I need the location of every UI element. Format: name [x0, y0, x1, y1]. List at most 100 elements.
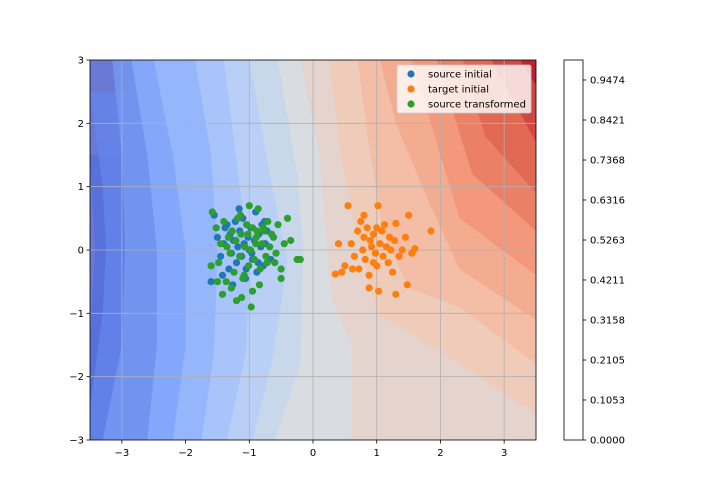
scatter-point — [228, 227, 236, 235]
scatter-point — [224, 233, 232, 241]
legend-label: source initial — [428, 70, 492, 81]
scatter-point — [369, 230, 378, 238]
scatter-point — [296, 255, 304, 264]
x-tick-label: 1 — [374, 448, 380, 459]
scatter-point — [213, 233, 221, 241]
scatter-point — [243, 221, 251, 229]
scatter-point — [361, 255, 369, 264]
scatter-point — [359, 246, 367, 254]
scatter-point — [230, 268, 238, 276]
scatter-point — [254, 205, 262, 213]
series-target-initial — [331, 202, 435, 298]
colorbar-tick-label: 0.4211 — [590, 275, 625, 286]
legend-label: target initial — [428, 85, 489, 96]
scatter-point — [365, 271, 373, 279]
scatter-point — [283, 214, 292, 222]
scatter-point — [287, 236, 295, 245]
scatter-point — [379, 252, 387, 260]
series-source-transformed — [207, 202, 304, 311]
legend-label: source transformed — [428, 100, 526, 111]
scatter-point — [241, 243, 249, 251]
scatter-point — [277, 274, 285, 283]
y-tick-label: 2 — [78, 119, 84, 130]
colorbar-tick-label: 0.5263 — [590, 236, 625, 247]
scatter-point — [256, 265, 264, 273]
scatter-point — [348, 265, 357, 273]
scatter-point — [208, 208, 216, 216]
scatter-point — [215, 259, 223, 267]
colorbar-tick-label: 0.3158 — [590, 315, 625, 326]
x-axis: −3 −2 −1 0 1 2 3 — [114, 440, 507, 459]
scatter-point — [411, 245, 419, 253]
scatter-point — [253, 227, 261, 235]
x-tick-label: −2 — [178, 448, 193, 459]
scatter-point — [235, 205, 243, 213]
scatter-point — [376, 240, 384, 248]
scatter-point — [363, 224, 371, 232]
scatter-point — [350, 252, 358, 260]
scatter-point — [222, 278, 230, 286]
x-tick-label: 2 — [437, 448, 443, 459]
grid-lines — [90, 60, 536, 440]
y-tick-label: −3 — [69, 436, 84, 447]
scatter-point — [387, 246, 395, 254]
legend-box — [396, 64, 532, 114]
scatter-point — [240, 271, 248, 279]
scatter-point — [369, 259, 378, 267]
y-tick-label: −2 — [69, 372, 84, 383]
scatter-point — [338, 268, 346, 276]
scatter-point — [277, 265, 285, 273]
scatter-point — [232, 236, 240, 245]
scatter-point — [220, 217, 228, 226]
scatter-point — [391, 236, 399, 245]
scatter-point — [405, 211, 413, 219]
scatter-point — [366, 236, 374, 245]
scatter-point — [355, 265, 363, 273]
colorbar-tick-label: 0.2105 — [590, 356, 625, 367]
scatter-point — [380, 221, 388, 229]
colorbar-tick-label: 0.7368 — [590, 156, 625, 167]
scatter-point — [248, 287, 257, 295]
scatter-point — [217, 252, 225, 260]
scatter-point — [252, 233, 260, 241]
scatter-point — [403, 281, 411, 289]
legend-marker — [407, 85, 415, 93]
scatter-point — [245, 262, 253, 270]
scatter-point — [255, 281, 264, 289]
scatter-point — [375, 287, 383, 295]
scatter-point — [259, 224, 267, 232]
colorbar: 0.0000 0.1053 0.2105 0.3158 0.4211 0.5263 0.63… — [563, 59, 625, 447]
colorbar-tick-label: 0.0000 — [590, 436, 625, 447]
scatter-point — [341, 262, 349, 270]
scatter-point — [237, 230, 245, 238]
x-tick-label: −3 — [114, 448, 129, 459]
scatter-point — [401, 233, 409, 241]
legend: source initial target initial source trans… — [396, 64, 532, 114]
y-tick-label: 0 — [78, 246, 84, 257]
scatter-point — [221, 224, 229, 232]
scatter-point — [247, 303, 255, 311]
scatter-point — [212, 224, 220, 232]
scatter-point — [264, 217, 272, 226]
scatter-point — [395, 252, 403, 260]
scatter-point — [280, 240, 288, 248]
colorbar-tick-label: 0.1053 — [590, 395, 625, 406]
scatter-point — [334, 240, 343, 248]
x-tick-label: −1 — [242, 448, 257, 459]
scatter-point — [263, 259, 271, 267]
scatter-point — [271, 259, 279, 267]
scatter-point — [207, 262, 215, 270]
scatter-point — [238, 293, 246, 302]
scatter-point — [217, 240, 225, 248]
x-tick-label: 3 — [501, 448, 507, 459]
scatter-point — [344, 202, 352, 210]
scatter-point — [236, 252, 244, 260]
legend-marker — [407, 100, 415, 108]
scatter-point — [247, 246, 255, 254]
colorbar-tick-label: 0.6316 — [590, 195, 625, 206]
scatter-point — [392, 219, 400, 227]
scatter-point — [223, 243, 231, 251]
scatter-point — [360, 233, 368, 241]
scatter-point — [207, 278, 215, 286]
